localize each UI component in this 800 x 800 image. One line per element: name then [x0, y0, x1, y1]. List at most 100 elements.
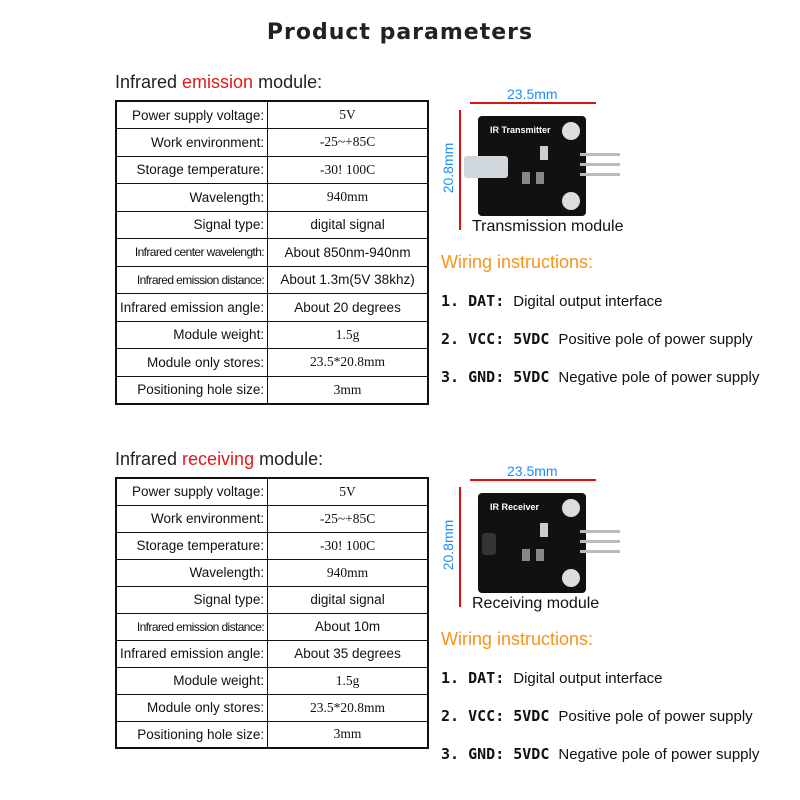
section-heading: Infrared receiving module:: [115, 449, 323, 470]
pin-name: 3. GND: [441, 368, 496, 386]
heading-text: module:: [253, 72, 323, 92]
pin-name: 1. DAT: [441, 669, 496, 687]
height-dimension-line: [459, 110, 461, 230]
table-row: Wavelength: 940mm: [115, 558, 429, 587]
spec-value: 23.5*20.8mm: [267, 693, 429, 722]
board-label: IR Receiver: [490, 502, 540, 512]
spec-value: 5V: [267, 100, 429, 129]
wiring-item: 3. GND: 5VDC Negative pole of power supp…: [441, 368, 759, 386]
page-title: Product parameters: [266, 20, 534, 45]
width-dimension-line: [470, 479, 596, 481]
spec-value: 23.5*20.8mm: [267, 348, 429, 377]
spec-label: Positioning hole size:: [115, 720, 269, 749]
table-row: Infrared emission angle: About 35 degrees: [115, 639, 429, 668]
height-dimension-line: [459, 487, 461, 607]
wiring-item: 1. DAT: Digital output interface: [441, 292, 663, 310]
header-pins: [580, 146, 620, 182]
pin-name: 2. VCC: [441, 707, 496, 725]
wiring-item: 2. VCC: 5VDC Positive pole of power supp…: [441, 330, 753, 348]
smd-component: [540, 523, 548, 537]
pin-description: Positive pole of power supply: [558, 708, 753, 725]
pin-sep: :: [495, 669, 514, 687]
spec-label: Infrared emission angle:: [115, 293, 269, 322]
pin-name: 3. GND: [441, 745, 496, 763]
spec-label: Power supply voltage:: [115, 100, 269, 129]
spec-label: Storage temperature:: [115, 531, 269, 560]
heading-highlight: receiving: [182, 449, 255, 469]
spec-value: 1.5g: [267, 320, 429, 349]
table-row: Infrared center wavelength: About 850nm-9…: [115, 238, 429, 267]
spec-value: digital signal: [267, 210, 429, 239]
table-row: Work environment: -25~+85C: [115, 128, 429, 157]
spec-label: Infrared emission distance:: [115, 265, 269, 294]
table-row: Wavelength: 940mm: [115, 183, 429, 212]
spec-value: About 35 degrees: [267, 639, 429, 668]
spec-value: -30! 100C: [267, 531, 429, 560]
spec-label: Wavelength:: [115, 183, 269, 212]
heading-text: module:: [254, 449, 324, 469]
mounting-hole: [562, 122, 580, 140]
table-row: Module weight: 1.5g: [115, 320, 429, 349]
spec-label: Module only stores:: [115, 348, 269, 377]
pin-name: 1. DAT: [441, 292, 496, 310]
wiring-item: 1. DAT: Digital output interface: [441, 669, 663, 687]
smd-component: [536, 172, 544, 184]
pin-sep: : 5VDC: [495, 368, 559, 386]
pin-description: Digital output interface: [513, 670, 663, 687]
spec-label: Signal type:: [115, 585, 269, 614]
pin-description: Digital output interface: [513, 293, 663, 310]
spec-value: About 850nm-940nm: [267, 238, 429, 267]
smd-component: [522, 549, 530, 561]
heading-text: Infrared: [115, 449, 183, 469]
wiring-item: 2. VCC: 5VDC Positive pole of power supp…: [441, 707, 753, 725]
width-dimension-line: [470, 102, 596, 104]
spec-value: 1.5g: [267, 666, 429, 695]
table-row: Infrared emission angle: About 20 degrees: [115, 293, 429, 322]
spec-value: digital signal: [267, 585, 429, 614]
header-pins: [580, 523, 620, 559]
spec-label: Module only stores:: [115, 693, 269, 722]
spec-label: Signal type:: [115, 210, 269, 239]
board-label: IR Transmitter: [490, 125, 551, 135]
spec-value: -30! 100C: [267, 155, 429, 184]
pin-sep: : 5VDC: [495, 745, 559, 763]
spec-label: Work environment:: [115, 504, 269, 533]
spec-value: -25~+85C: [267, 128, 429, 157]
pin-description: Negative pole of power supply: [558, 746, 760, 763]
spec-value: About 20 degrees: [267, 293, 429, 322]
table-row: Positioning hole size: 3mm: [115, 375, 429, 404]
module-caption: Receiving module: [472, 595, 600, 612]
mounting-hole: [562, 569, 580, 587]
table-row: Signal type: digital signal: [115, 210, 429, 239]
pin-description: Positive pole of power supply: [558, 331, 753, 348]
module-caption: Transmission module: [472, 218, 624, 235]
pin-description: Negative pole of power supply: [558, 369, 760, 386]
spec-label: Power supply voltage:: [115, 477, 269, 506]
width-dimension: 23.5mm: [507, 463, 558, 479]
spec-label: Module weight:: [115, 666, 269, 695]
table-row: Infrared emission distance: About 1.3m(5V…: [115, 265, 429, 294]
smd-component: [522, 172, 530, 184]
spec-label: Work environment:: [115, 128, 269, 157]
spec-label: Wavelength:: [115, 558, 269, 587]
module-board-image: IR Receiver: [478, 493, 586, 593]
width-dimension: 23.5mm: [507, 86, 558, 102]
ir-diode: [464, 156, 508, 178]
table-row: Power supply voltage: 5V: [115, 477, 429, 506]
spec-value: 3mm: [267, 375, 429, 404]
heading-text: Infrared: [115, 72, 183, 92]
table-row: Module only stores: 23.5*20.8mm: [115, 348, 429, 377]
wiring-item: 3. GND: 5VDC Negative pole of power supp…: [441, 745, 759, 763]
mounting-hole: [562, 192, 580, 210]
table-row: Module only stores: 23.5*20.8mm: [115, 693, 429, 722]
spec-label: Positioning hole size:: [115, 375, 269, 404]
mounting-hole: [562, 499, 580, 517]
heading-highlight: emission: [182, 72, 254, 92]
table-row: Power supply voltage: 5V: [115, 100, 429, 129]
spec-value: About 10m: [267, 612, 429, 641]
section-heading: Infrared emission module:: [115, 72, 322, 93]
wiring-title: Wiring instructions:: [441, 629, 594, 649]
spec-label: Module weight:: [115, 320, 269, 349]
table-row: Module weight: 1.5g: [115, 666, 429, 695]
table-row: Positioning hole size: 3mm: [115, 720, 429, 749]
